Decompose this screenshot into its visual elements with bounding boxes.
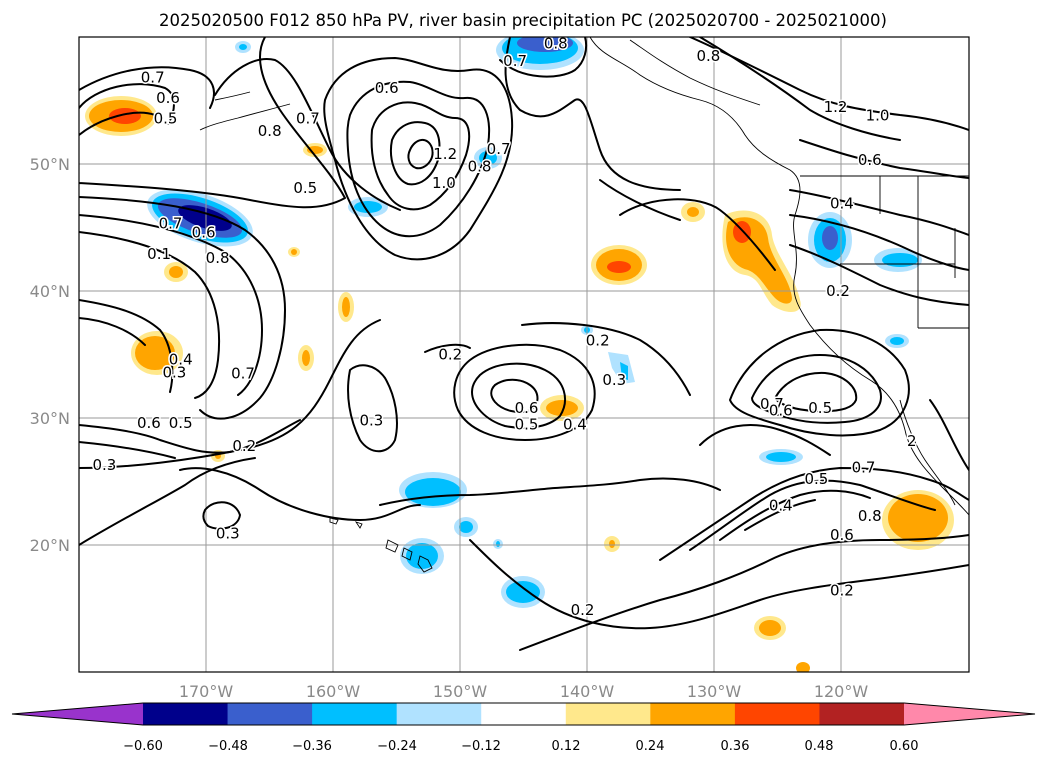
- contour-label: 0.5: [169, 414, 193, 432]
- lon-label: 130°W: [687, 682, 742, 701]
- contour-label: 0.2: [830, 582, 854, 600]
- contour-label: 0.2: [586, 332, 610, 350]
- lat-label: 30°N: [30, 409, 70, 428]
- contour-label: 0.2: [571, 601, 595, 619]
- contour-label: 0.7: [159, 215, 183, 233]
- colorbar-segment: [481, 703, 567, 725]
- contour-label: 1.2: [824, 98, 848, 116]
- contour-label: 0.6: [156, 89, 180, 107]
- colorbar-ticks: −0.60 −0.48 −0.36 −0.24 −0.12 0.12 0.24 …: [123, 739, 918, 754]
- colorbar-segment: [565, 703, 651, 725]
- contour-label: 0.2: [232, 437, 256, 455]
- contour-label: 0.8: [696, 47, 720, 65]
- contour-label: 0.3: [359, 412, 383, 430]
- contour-label: 0.8: [544, 34, 568, 52]
- contour-label: 0.2: [826, 282, 850, 300]
- contour-label: 0.7: [141, 69, 165, 87]
- lat-label: 20°N: [30, 536, 70, 555]
- colorbar-tick-label: −0.36: [292, 739, 332, 754]
- contour-label: 0.5: [515, 415, 539, 433]
- lat-axis: 50°N 40°N 30°N 20°N: [30, 155, 70, 555]
- contour-label: 0.2: [438, 346, 462, 364]
- contour-label: 0.6: [858, 151, 882, 169]
- contour-label: 0.4: [769, 497, 793, 515]
- colorbar-segment: [396, 703, 482, 725]
- colorbar-tick-label: −0.24: [377, 739, 417, 754]
- colorbar: −0.60 −0.48 −0.36 −0.24 −0.12 0.12 0.24 …: [11, 702, 1036, 754]
- contour-label: 2: [907, 432, 917, 450]
- lon-label: 120°W: [814, 682, 869, 701]
- contour-label: 1.0: [432, 174, 456, 192]
- colorbar-segment: [227, 703, 313, 725]
- contour-label: 0.6: [830, 526, 854, 544]
- contour-label: 0.7: [296, 109, 320, 127]
- contour-label: 0.6: [192, 224, 216, 242]
- colorbar-tick-label: 0.48: [805, 739, 834, 754]
- contour-label: 0.6: [375, 79, 399, 97]
- contour-label: 0.3: [92, 456, 116, 474]
- contour-label: 0.8: [858, 507, 882, 525]
- contour-label: 0.7: [852, 459, 876, 477]
- contour-label: 0.1: [147, 245, 171, 263]
- contour-label: 1.2: [433, 145, 457, 163]
- lon-label: 160°W: [306, 682, 361, 701]
- contour-label: 0.3: [162, 363, 186, 381]
- contour-label: 0.3: [216, 525, 240, 543]
- colorbar-extend-high: [904, 703, 1035, 725]
- colorbar-tick-label: 0.12: [552, 739, 581, 754]
- contour-labels: 0.70.60.50.80.70.60.80.7 0.81.21.00.80.71…: [91, 34, 918, 620]
- contour-label: 0.5: [293, 179, 317, 197]
- lon-axis: 170°W 160°W 150°W 140°W 130°W 120°W: [179, 682, 869, 701]
- contour-label: 0.6: [515, 399, 539, 417]
- map-area: 0.70.60.50.80.70.60.80.7 0.81.21.00.80.71…: [79, 34, 969, 672]
- colorbar-tick-label: −0.60: [123, 739, 163, 754]
- lat-label: 50°N: [30, 155, 70, 174]
- map-frame: [78, 36, 970, 673]
- colorbar-segments: [12, 703, 1035, 725]
- contour-label: 0.7: [503, 52, 527, 70]
- colorbar-tick-label: −0.48: [208, 739, 248, 754]
- colorbar-segment: [650, 703, 736, 725]
- lon-label: 140°W: [560, 682, 615, 701]
- coastlines: [199, 37, 969, 573]
- lon-label: 150°W: [433, 682, 488, 701]
- colorbar-tick-label: 0.60: [890, 739, 919, 754]
- map-title: 2025020500 F012 850 hPa PV, river basin …: [159, 11, 887, 30]
- contour-label: 0.7: [231, 365, 255, 383]
- lon-label: 170°W: [179, 682, 234, 701]
- colorbar-segment: [734, 703, 820, 725]
- colorbar-segment: [312, 703, 398, 725]
- colorbar-tick-label: 0.36: [721, 739, 750, 754]
- contour-label: 0.5: [804, 470, 828, 488]
- contour-label: 0.5: [808, 399, 832, 417]
- contour-label: 0.8: [206, 249, 230, 267]
- colorbar-outline: [11, 702, 1036, 726]
- contour-label: 0.6: [769, 401, 793, 419]
- contour-label: 0.4: [169, 351, 193, 369]
- contour-label: 0.6: [137, 414, 161, 432]
- colorbar-segment: [143, 703, 229, 725]
- contour-label: 0.8: [258, 122, 282, 140]
- lat-label: 40°N: [30, 282, 70, 301]
- pv-contours: [79, 37, 969, 651]
- contour-label: 0.7: [487, 140, 511, 158]
- contour-label: 0.4: [563, 415, 587, 433]
- contour-label: 0.5: [154, 109, 178, 127]
- colorbar-tick-label: 0.24: [636, 739, 665, 754]
- contour-label: 0.3: [602, 371, 626, 389]
- contour-label: 0.8: [468, 158, 492, 176]
- colorbar-extend-low: [12, 703, 143, 725]
- contour-label: 1.0: [866, 107, 890, 125]
- contour-label: 0.4: [830, 194, 854, 212]
- colorbar-tick-label: −0.12: [461, 739, 501, 754]
- colorbar-segment: [819, 703, 905, 725]
- contour-label: 0.7: [760, 395, 784, 413]
